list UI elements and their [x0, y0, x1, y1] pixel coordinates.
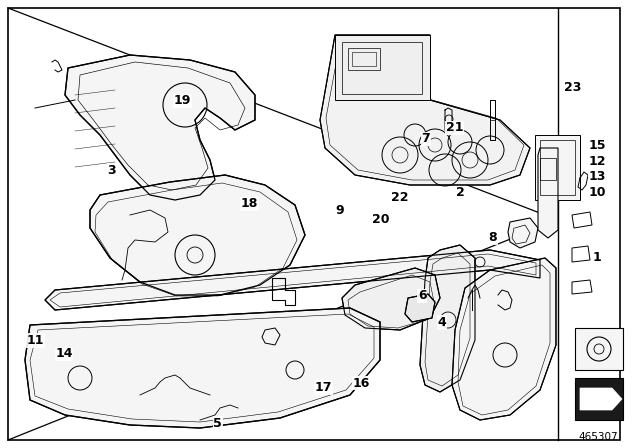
Text: 6: 6 — [418, 289, 427, 302]
Text: 22: 22 — [391, 190, 409, 204]
Bar — [540, 140, 575, 195]
Text: 23: 23 — [564, 81, 582, 94]
Polygon shape — [320, 35, 530, 185]
Text: 20: 20 — [372, 213, 390, 226]
Polygon shape — [45, 250, 540, 310]
Polygon shape — [538, 148, 558, 238]
Text: 19: 19 — [173, 94, 191, 108]
Bar — [535, 135, 580, 200]
Text: 3: 3 — [108, 164, 116, 177]
Text: 13: 13 — [588, 170, 606, 184]
Text: 12: 12 — [588, 155, 606, 168]
Bar — [575, 328, 623, 370]
Text: 21: 21 — [445, 121, 463, 134]
Polygon shape — [580, 388, 622, 410]
Polygon shape — [508, 218, 538, 248]
Polygon shape — [65, 55, 255, 200]
Text: 2: 2 — [456, 186, 465, 199]
Text: 9: 9 — [335, 204, 344, 217]
Bar — [575, 378, 623, 420]
Text: 16: 16 — [353, 376, 371, 390]
Bar — [335, 35, 430, 100]
Text: 1: 1 — [593, 251, 602, 264]
Polygon shape — [90, 175, 305, 295]
Polygon shape — [25, 308, 380, 428]
Bar — [352, 52, 376, 66]
Bar — [342, 42, 422, 94]
Polygon shape — [342, 268, 440, 330]
Polygon shape — [405, 294, 435, 322]
Bar — [540, 158, 556, 180]
Text: 15: 15 — [588, 139, 606, 152]
Text: 10: 10 — [588, 186, 606, 199]
Text: 465307: 465307 — [578, 432, 618, 442]
Text: 11: 11 — [26, 334, 44, 347]
Polygon shape — [420, 245, 475, 392]
Text: 8: 8 — [488, 231, 497, 244]
Text: 14: 14 — [55, 347, 73, 361]
Text: 5: 5 — [213, 417, 222, 430]
Bar — [348, 48, 380, 70]
Text: 17: 17 — [314, 381, 332, 394]
Text: 7: 7 — [421, 132, 430, 146]
Text: 4: 4 — [437, 316, 446, 329]
Text: 18: 18 — [241, 197, 259, 211]
Polygon shape — [452, 258, 556, 420]
